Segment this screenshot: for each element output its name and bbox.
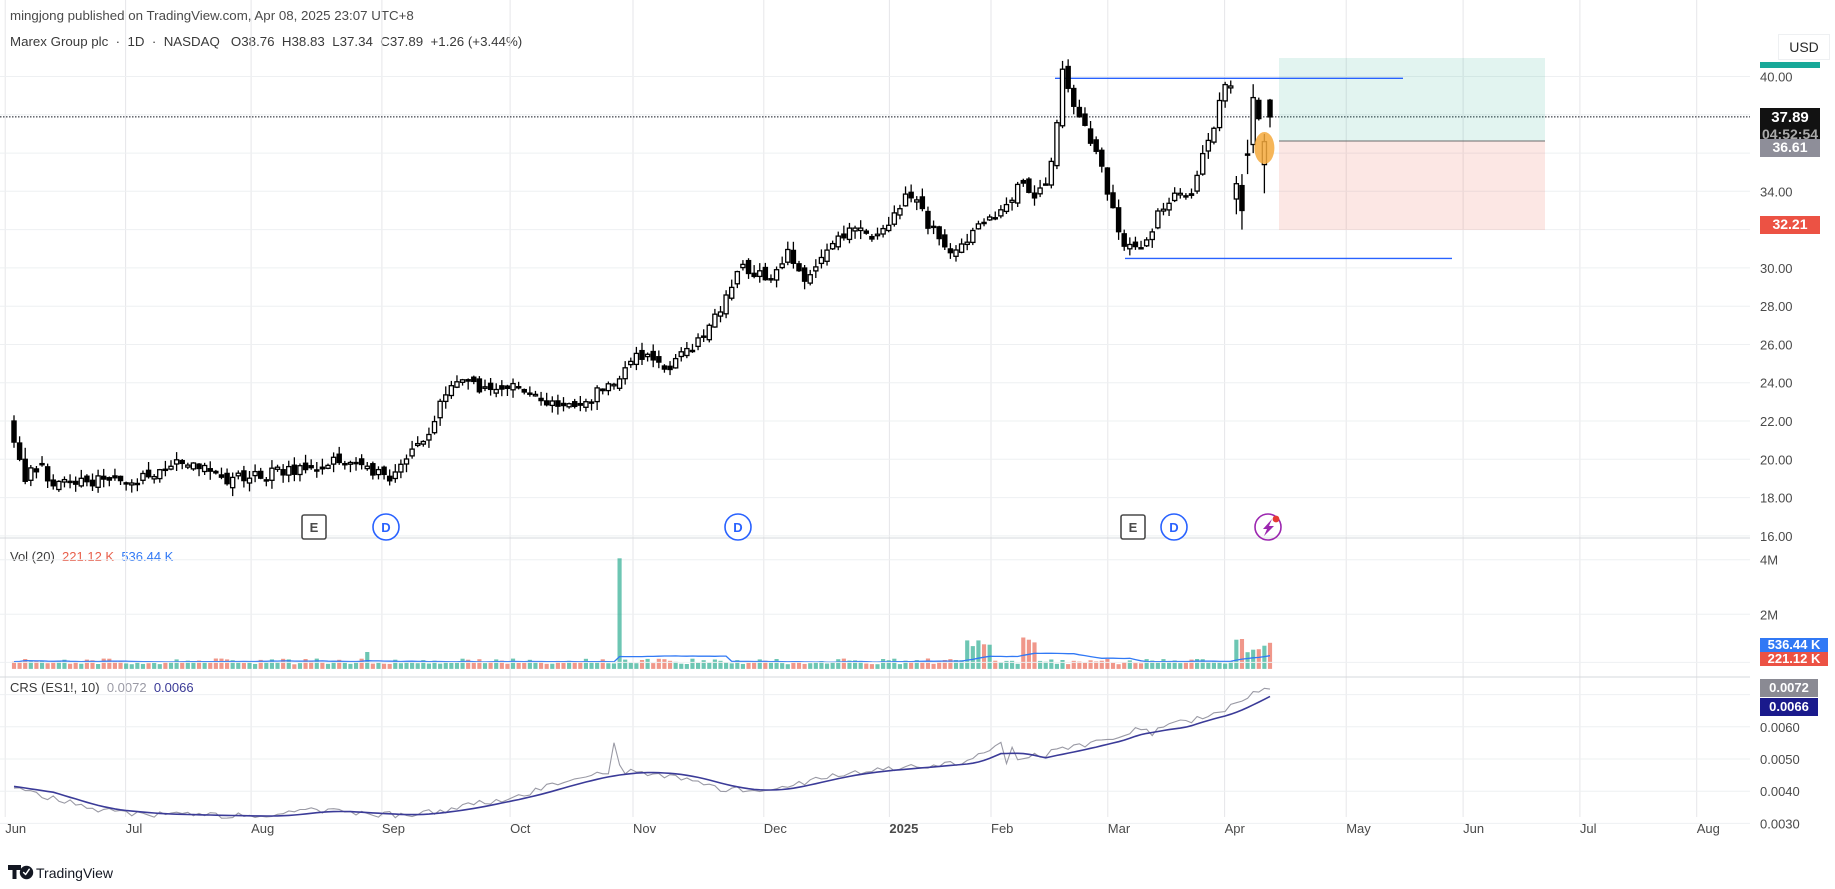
svg-text:22.00: 22.00 xyxy=(1760,414,1793,429)
svg-text:Sep: Sep xyxy=(382,821,405,836)
svg-text:E: E xyxy=(1129,520,1138,535)
svg-text:30.00: 30.00 xyxy=(1760,261,1793,276)
svg-text:Oct: Oct xyxy=(510,821,531,836)
svg-text:Jul: Jul xyxy=(1580,821,1597,836)
svg-text:May: May xyxy=(1346,821,1371,836)
svg-text:D: D xyxy=(381,520,390,535)
svg-text:Nov: Nov xyxy=(633,821,657,836)
svg-text:Jul: Jul xyxy=(126,821,143,836)
svg-text:0.0040: 0.0040 xyxy=(1760,784,1800,799)
svg-text:24.00: 24.00 xyxy=(1760,376,1793,391)
svg-text:Jun: Jun xyxy=(5,821,26,836)
svg-text:4M: 4M xyxy=(1760,553,1778,568)
svg-text:Mar: Mar xyxy=(1108,821,1131,836)
svg-text:28.00: 28.00 xyxy=(1760,299,1793,314)
svg-text:0.0060: 0.0060 xyxy=(1760,720,1800,735)
svg-text:34.00: 34.00 xyxy=(1760,184,1793,199)
svg-text:Aug: Aug xyxy=(251,821,274,836)
svg-text:D: D xyxy=(733,520,742,535)
svg-text:Aug: Aug xyxy=(1697,821,1720,836)
svg-text:Apr: Apr xyxy=(1225,821,1246,836)
svg-text:40.00: 40.00 xyxy=(1760,70,1793,85)
svg-text:Jun: Jun xyxy=(1463,821,1484,836)
svg-text:Dec: Dec xyxy=(764,821,788,836)
svg-text:16.00: 16.00 xyxy=(1760,529,1793,544)
svg-text:Feb: Feb xyxy=(991,821,1013,836)
svg-text:2025: 2025 xyxy=(889,821,918,836)
svg-text:18.00: 18.00 xyxy=(1760,491,1793,506)
svg-text:D: D xyxy=(1169,520,1178,535)
svg-text:0.0050: 0.0050 xyxy=(1760,752,1800,767)
svg-text:E: E xyxy=(310,520,319,535)
svg-text:0.0030: 0.0030 xyxy=(1760,816,1800,831)
svg-text:2M: 2M xyxy=(1760,607,1778,622)
svg-text:26.00: 26.00 xyxy=(1760,338,1793,353)
svg-text:20.00: 20.00 xyxy=(1760,452,1793,467)
